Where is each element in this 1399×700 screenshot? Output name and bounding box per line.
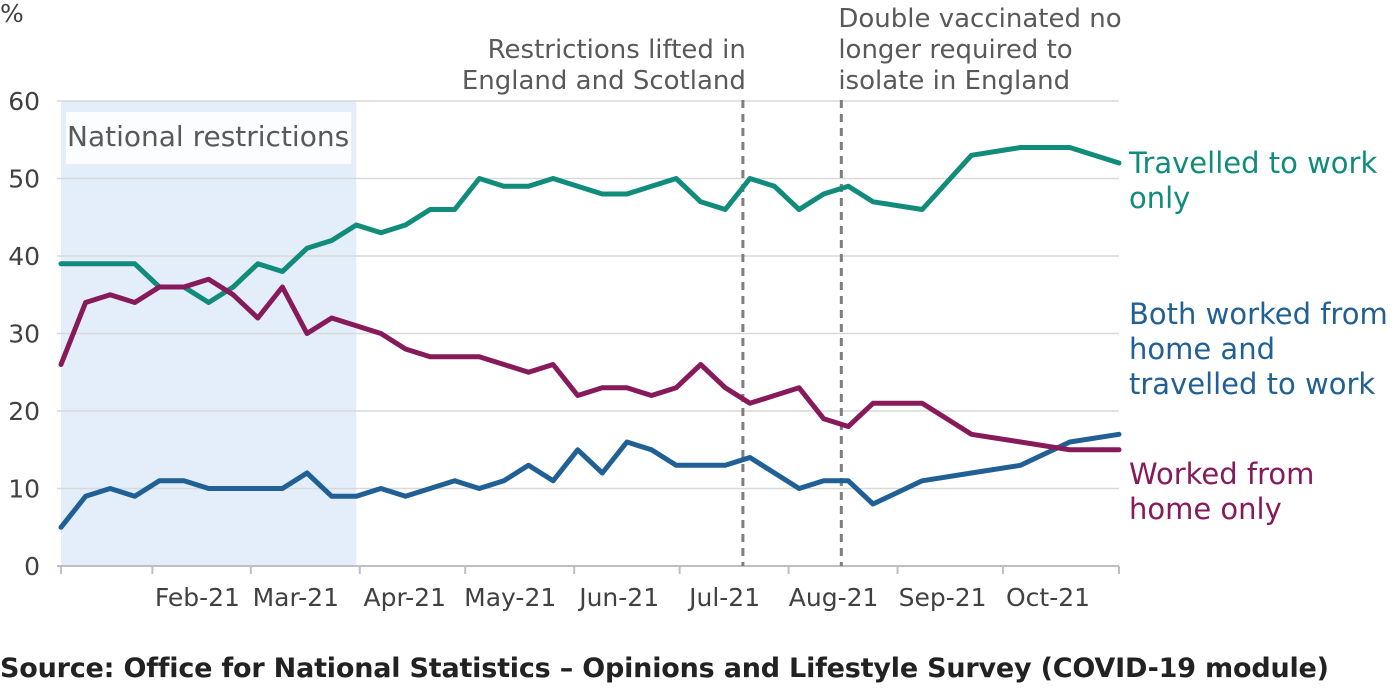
x-tick-label: Oct-21 — [1006, 583, 1090, 612]
y-tick-label: 50 — [8, 165, 40, 194]
series-label-both-home-and-travelled: travelled to work — [1129, 367, 1375, 401]
series-line-both-home-and-travelled — [58, 431, 1122, 530]
series-label-travelled-to-work-only: Travelled to work — [1128, 146, 1377, 180]
y-tick-label: 20 — [8, 397, 40, 426]
series-label-travelled-to-work-only: only — [1129, 181, 1190, 215]
series-line-worked-from-home-only — [58, 276, 1122, 453]
y-tick-label: 30 — [8, 320, 40, 349]
x-tick-label: Feb-21 — [155, 583, 240, 612]
line-chart: 0 10 20 30 40 50 60% National restrictions Feb-2… — [0, 0, 1388, 612]
y-tick-label: 0 — [24, 552, 40, 581]
x-tick-label: Jun-21 — [577, 583, 659, 612]
x-tick-label: Jul-21 — [687, 583, 760, 612]
annotation-label: Restrictions lifted in — [488, 35, 746, 65]
x-tick-label: May-21 — [464, 583, 556, 612]
x-tick-label: Sep-21 — [899, 583, 987, 612]
annotation-label: England and Scotland — [462, 66, 746, 96]
annotation-label: longer required to — [838, 35, 1072, 65]
series-label-both-home-and-travelled: Both worked from — [1129, 297, 1388, 331]
y-unit-label: % — [0, 0, 24, 28]
x-tick-label: Mar-21 — [253, 583, 339, 612]
y-tick-label: 60 — [8, 87, 40, 116]
source-note: Source: Office for National Statistics –… — [0, 653, 1329, 684]
x-tick-label: Apr-21 — [364, 583, 446, 612]
y-tick-label: 40 — [8, 242, 40, 271]
y-tick-label: 10 — [8, 475, 40, 504]
series-line-travelled-to-work-only — [58, 145, 1122, 305]
band-label: National restrictions — [67, 120, 349, 153]
annotation-label: isolate in England — [838, 66, 1070, 96]
series-label-worked-from-home-only: home only — [1129, 492, 1282, 526]
annotation-label: Double vaccinated no — [838, 4, 1121, 34]
x-tick-label: Aug-21 — [789, 583, 879, 612]
series-label-worked-from-home-only: Worked from — [1129, 457, 1314, 491]
series-label-both-home-and-travelled: home and — [1129, 332, 1275, 366]
band-label-bg — [66, 112, 352, 164]
